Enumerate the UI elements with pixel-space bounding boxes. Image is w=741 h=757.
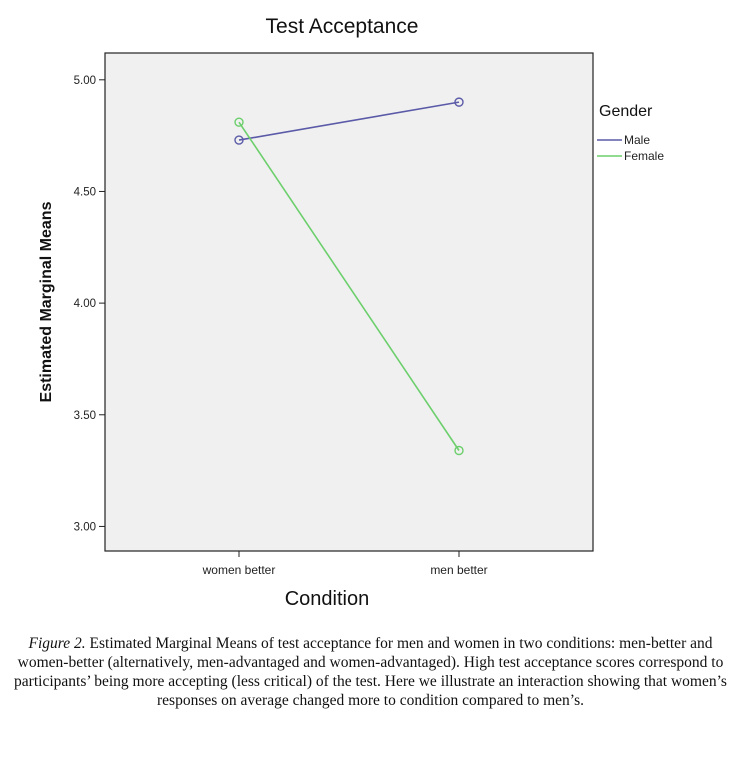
- plot-area: [104, 52, 594, 552]
- legend-title: Gender: [599, 103, 653, 120]
- x-tick-label: men better: [430, 563, 487, 577]
- x-axis-label: Condition: [285, 588, 370, 610]
- data-point-male: [234, 135, 244, 145]
- chart: Test Acceptance 3.00 3.50 4.00 4.50 5.00 wom…: [38, 15, 664, 610]
- series-line-female: [238, 121, 460, 451]
- figure-caption: Figure 2. Estimated Marginal Means of te…: [8, 634, 733, 710]
- caption-label: Figure 2.: [28, 635, 86, 652]
- x-axis: women better men better: [202, 551, 488, 577]
- y-tick-label: 4.00: [74, 298, 96, 310]
- caption-text: Estimated Marginal Means of test accepta…: [14, 635, 727, 709]
- y-tick-label: 5.00: [74, 75, 96, 87]
- legend: Gender Male Female: [597, 103, 664, 163]
- y-axis: 3.00 3.50 4.00 4.50 5.00: [74, 75, 105, 533]
- data-point-female: [234, 117, 244, 127]
- chart-title: Test Acceptance: [266, 15, 419, 38]
- x-tick-label: women better: [202, 563, 276, 577]
- y-tick-label: 4.50: [74, 186, 96, 198]
- legend-label: Male: [624, 133, 650, 147]
- y-axis-label: Estimated Marginal Means: [38, 201, 55, 402]
- legend-label: Female: [624, 149, 664, 163]
- series-line-male: [238, 101, 460, 141]
- y-tick-label: 3.50: [74, 410, 96, 422]
- data-point-female: [454, 445, 464, 456]
- series-layer: [234, 97, 464, 456]
- y-tick-label: 3.00: [74, 521, 96, 533]
- data-point-male: [454, 97, 464, 107]
